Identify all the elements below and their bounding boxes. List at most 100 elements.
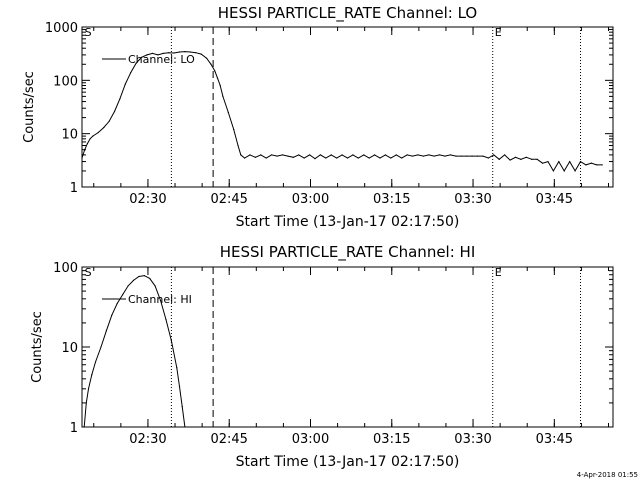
- panel-1-data-point: [525, 156, 527, 158]
- panel-1-data-point: [439, 154, 441, 156]
- panel-1-data-point: [352, 154, 354, 156]
- panel-1-annotation-e: E: [495, 26, 502, 39]
- panel-1-data-point: [471, 155, 473, 157]
- panel-2-x-tick-label: 02:30: [129, 432, 166, 447]
- panel-1-data-point: [243, 157, 246, 159]
- panel-1-x-tick-label: 02:30: [129, 192, 166, 207]
- panel-1-plot-frame: [81, 26, 614, 188]
- panel-2-y-tick-label: 1: [70, 421, 78, 436]
- panel-1-data-point: [206, 57, 208, 59]
- panel-1-data-point: [314, 158, 316, 160]
- panel-1-data-point: [173, 52, 175, 54]
- panel-2-data-point: [83, 426, 85, 428]
- panel-1-data-point: [86, 143, 89, 145]
- panel-1-data-point: [271, 154, 273, 156]
- panel-2-plot-frame: [81, 266, 614, 428]
- panel-1-data-point: [574, 170, 576, 172]
- panel-1-x-tick-label: 03:45: [536, 192, 573, 207]
- panel-1-data-point: [520, 158, 522, 160]
- panel-1-data-point: [449, 154, 452, 156]
- panel-2-data-point: [111, 314, 113, 316]
- panel-1-data-point: [373, 154, 376, 156]
- panel-1-data-point: [406, 154, 408, 156]
- panel-1-data-point: [487, 157, 489, 159]
- panel-1-data-point: [240, 154, 242, 156]
- plot-timestamp: 4-Apr-2018 01:55: [576, 471, 638, 479]
- panel-2-data-point: [181, 405, 183, 408]
- panel-1-data-point: [368, 157, 370, 159]
- panel-1-data-point: [216, 77, 219, 79]
- panel-2-legend-label: Channel: HI: [128, 293, 192, 306]
- panel-1-data-point: [265, 157, 267, 159]
- panel-2-x-tick-label: 03:45: [536, 432, 573, 447]
- panel-1-data-point: [547, 160, 549, 163]
- panel-2-data-point: [100, 346, 102, 348]
- panel-1-data-point: [281, 154, 284, 156]
- panel-2-x-tick-label: 03:30: [454, 432, 491, 447]
- panel-1-data-point: [108, 120, 110, 122]
- panel-1-x-tick-label: 02:45: [210, 192, 247, 207]
- panel-1-x-tick-label: 03:30: [454, 192, 491, 207]
- panel-1-data-point: [390, 157, 392, 159]
- panel-1-data-point: [379, 157, 381, 159]
- panel-2-annotation-s: S: [85, 266, 92, 279]
- panel-2-data-point: [127, 285, 129, 287]
- panel-2-data-point: [165, 319, 167, 321]
- panel-2-data-point: [176, 367, 178, 369]
- panel-1-data-point: [227, 111, 229, 114]
- panel-2-data-point: [85, 402, 87, 404]
- panel-2-data-point: [122, 294, 124, 296]
- panel-1-annotation-s: S: [85, 26, 92, 39]
- panel-1-data-point: [157, 54, 159, 56]
- panel-2-chart-title: HESSI PARTICLE_RATE Channel: HI: [220, 243, 476, 262]
- panel-1-data-point: [81, 157, 83, 159]
- panel-1-data-point: [569, 160, 571, 163]
- panel-1-data-point: [428, 154, 430, 156]
- panel-1-data-point: [319, 154, 322, 156]
- panel-1-data-point: [401, 157, 403, 159]
- panel-1-data-point: [433, 155, 435, 157]
- panel-1-data-point: [210, 63, 212, 65]
- panel-2-data-point: [170, 340, 173, 342]
- panel-2-x-tick-label: 03:00: [292, 432, 329, 447]
- panel-1-data-point: [130, 71, 132, 74]
- panel-1-data-point: [178, 51, 181, 53]
- panel-1-data-point: [325, 157, 327, 159]
- panel-1-data-point: [498, 158, 500, 160]
- panel-1-data-point: [357, 157, 359, 159]
- panel-1-data-point: [552, 170, 554, 172]
- panel-1-data-point: [384, 154, 387, 156]
- panel-1-data-point: [233, 128, 235, 131]
- panel-1-y-axis-label: Counts/sec: [22, 71, 37, 143]
- panel-1-y-tick-label: 100: [53, 74, 78, 89]
- panel-1-data-point: [135, 62, 137, 64]
- panel-2-data-point: [116, 302, 118, 305]
- panel-1-data-point: [411, 155, 414, 157]
- panel-1-data-point: [509, 159, 511, 161]
- panel-2-x-tick-label: 02:45: [210, 432, 247, 447]
- panel-1-data-point: [563, 170, 565, 172]
- panel-1-data-point: [254, 156, 256, 158]
- panel-1-data-point: [460, 155, 462, 157]
- panel-1-x-tick-label: 03:15: [373, 192, 410, 207]
- panel-1-data-point: [395, 154, 397, 156]
- panel-1-x-axis-label: Start Time (13-Jan-17 02:17:50): [236, 214, 460, 230]
- panel-2-data-point: [149, 277, 151, 280]
- panel-1-data-point: [219, 84, 221, 87]
- panel-1-data-point: [92, 135, 94, 137]
- panel-1-data-point: [346, 157, 349, 159]
- panel-1-data-point: [89, 138, 91, 140]
- panel-2-x-axis-label: Start Time (13-Jan-17 02:17:50): [236, 454, 460, 470]
- panel-1-data-point: [141, 56, 143, 58]
- panel-2-data-point: [178, 385, 181, 388]
- panel-1-data-point: [298, 154, 300, 156]
- panel-1-data-point: [97, 131, 99, 134]
- panel-1-data-point: [113, 110, 116, 113]
- panel-1-data-point: [482, 155, 484, 157]
- panel-1-data-point: [195, 52, 197, 54]
- panel-1-data-point: [504, 154, 506, 156]
- panel-1-data-point: [303, 157, 305, 159]
- panel-1-y-tick-label: 10: [61, 128, 78, 143]
- panel-2-x-tick-label: 03:15: [373, 432, 410, 447]
- panel-1-data-point: [222, 95, 224, 97]
